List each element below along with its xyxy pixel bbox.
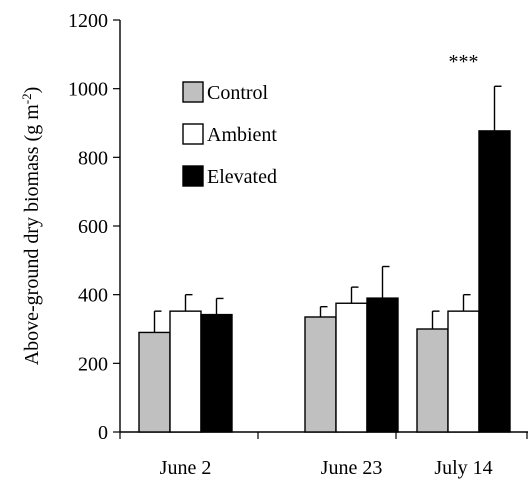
x-tick-label-june-2: June 2 — [160, 457, 212, 479]
bar-elevated-june-23 — [366, 297, 399, 433]
significance-annotation: *** — [449, 51, 479, 73]
legend: Control Ambient Elevated — [182, 81, 277, 188]
x-tick-label-june-23: June 23 — [321, 457, 383, 479]
bar-ambient-july-14 — [447, 310, 480, 433]
y-tick-label: 200 — [78, 353, 108, 375]
x-tick-label-july-14: July 14 — [434, 457, 492, 479]
y-axis-label-main: Above-ground dry biomass (g m — [21, 104, 43, 366]
legend-swatch-control — [182, 81, 204, 103]
bar-control-june-23 — [304, 316, 337, 433]
bar-ambient-june-23 — [335, 302, 368, 433]
annotations: *** — [449, 51, 479, 73]
y-axis-label-superscript: -2 — [19, 93, 34, 104]
bars — [138, 85, 511, 433]
bar-control-july-14 — [416, 328, 449, 433]
y-axis-label-close: ) — [21, 87, 43, 94]
y-tick-label: 600 — [78, 216, 108, 238]
y-tick-label: 1200 — [68, 10, 108, 32]
legend-label-elevated: Elevated — [207, 166, 277, 188]
y-tick-label: 800 — [78, 147, 108, 169]
bar-elevated-june-2 — [200, 313, 233, 433]
legend-label-control: Control — [207, 82, 269, 104]
bar-elevated-july-14 — [478, 130, 511, 433]
y-tick-label: 1000 — [68, 79, 108, 101]
legend-swatch-elevated — [182, 165, 204, 187]
y-axis-label: Above-ground dry biomass (g m-2) — [19, 87, 43, 366]
y-tick-label: 0 — [98, 422, 108, 444]
axes: 0 200 400 600 800 1000 1200 June 2 June 23 July 1… — [68, 10, 528, 479]
legend-swatch-ambient — [182, 123, 204, 145]
bar-control-june-2 — [138, 331, 171, 433]
bar-ambient-june-2 — [169, 310, 202, 433]
legend-label-ambient: Ambient — [207, 124, 277, 146]
y-tick-label: 400 — [78, 285, 108, 307]
